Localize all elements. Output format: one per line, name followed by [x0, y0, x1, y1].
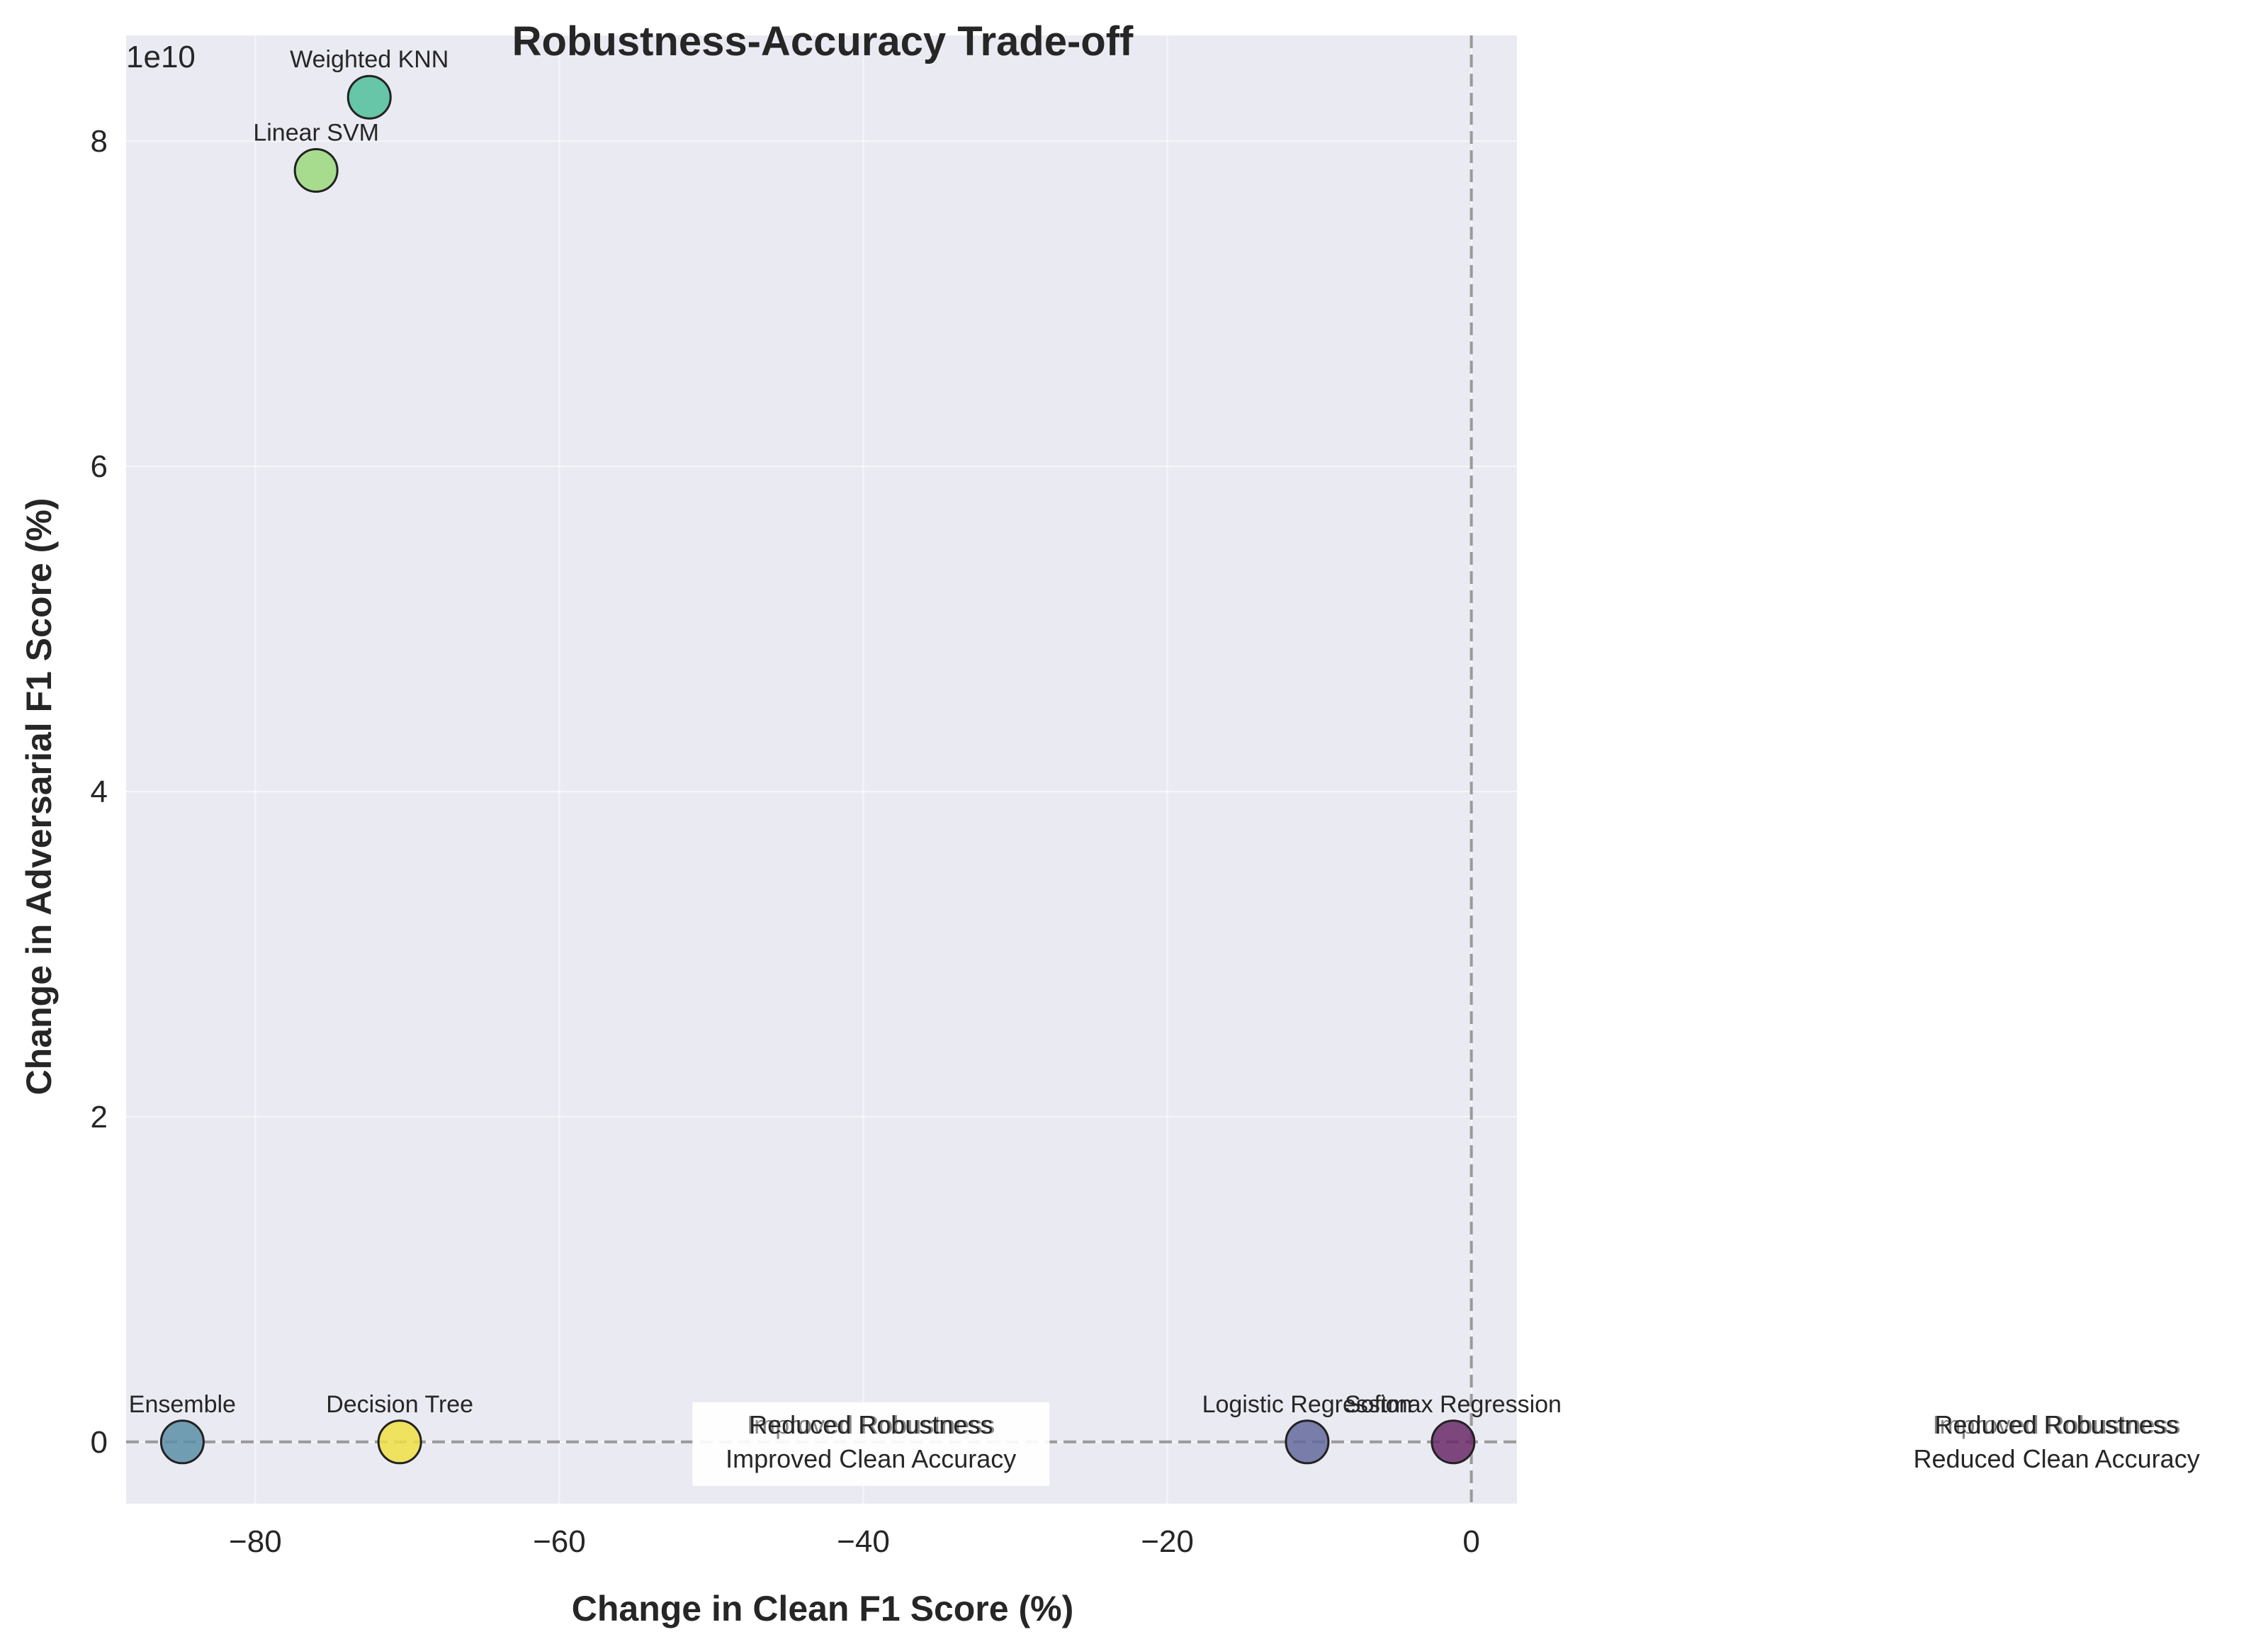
chart-title: Robustness-Accuracy Trade-off [512, 18, 1134, 64]
x-axis-label: Change in Clean F1 Score (%) [572, 1589, 1073, 1628]
scatter-point [377, 1419, 422, 1465]
annotation-ghost-text: Improved Robustness [1933, 1410, 2181, 1439]
y-offset-label: 1e10 [126, 40, 196, 74]
point-label: Softmax Regression [1345, 1391, 1562, 1418]
annotation-ghost-text: Improved Robustness [747, 1410, 995, 1439]
annotation-line-1: Reduced Robustness [1934, 1410, 2178, 1439]
point-label: Weighted KNN [290, 46, 448, 73]
scatter-point [1431, 1419, 1476, 1465]
x-axis-ticks: −80 −60 −40 −20 0 [229, 1524, 1480, 1559]
scatter-point [293, 147, 339, 193]
x-tick-label: −20 [1141, 1524, 1194, 1559]
point-labels: Weighted KNN Linear SVM Ensemble Decision T… [129, 46, 1562, 1418]
x-tick-label: 0 [1462, 1524, 1479, 1559]
y-tick-label: 8 [91, 124, 108, 159]
point-label: Decision Tree [326, 1391, 473, 1418]
point-label: Ensemble [129, 1391, 236, 1418]
x-tick-label: −80 [229, 1524, 282, 1559]
x-tick-label: −40 [837, 1524, 890, 1559]
y-axis-ticks: 0 2 4 6 8 [91, 124, 108, 1460]
data-points [159, 74, 1476, 1465]
annotation-line-1: Reduced Robustness [749, 1410, 993, 1439]
point-label: Logistic Regression [1202, 1391, 1413, 1418]
y-tick-label: 6 [91, 449, 108, 484]
point-label: Linear SVM [253, 119, 379, 146]
y-tick-label: 2 [91, 1100, 108, 1135]
annotation-line-2: Reduced Clean Accuracy [1913, 1444, 2199, 1473]
annotation-line-2: Improved Clean Accuracy [726, 1444, 1016, 1473]
y-tick-label: 0 [91, 1425, 108, 1460]
scatter-point [1285, 1419, 1330, 1465]
plot-background [126, 35, 1517, 1504]
scatter-point [346, 74, 392, 120]
y-axis-label: Change in Adversarial F1 Score (%) [19, 498, 59, 1096]
x-tick-label: −60 [533, 1524, 586, 1559]
annotation-box [692, 1402, 1050, 1486]
scatter-point [159, 1419, 205, 1465]
y-tick-label: 4 [91, 775, 108, 809]
